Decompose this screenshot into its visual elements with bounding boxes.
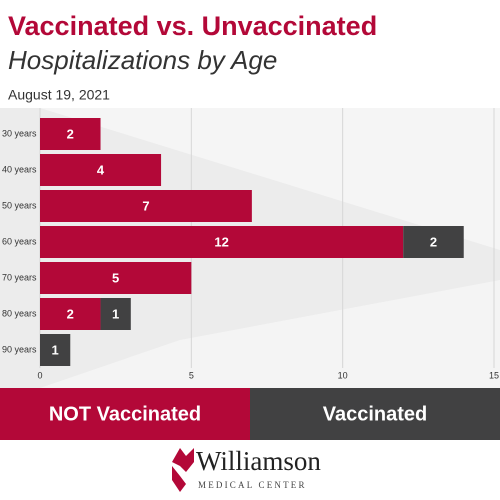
legend-label: NOT Vaccinated [49,403,201,425]
logo-name: Williamson [196,446,321,476]
bar-segment [40,118,101,150]
y-tick-label: 40 years [2,164,37,174]
x-tick-label: 0 [37,370,42,380]
logo: Williamson MEDICAL CENTER [172,446,321,492]
y-tick-label: 50 years [2,200,37,210]
logo-icon [172,466,186,492]
x-tick-label: 10 [338,370,348,380]
bar-label: 7 [142,198,149,213]
bar-label: 12 [214,234,228,249]
x-tick-label: 5 [189,370,194,380]
bar-segment [40,298,101,330]
legend: NOT Vaccinated Vaccinated [0,388,500,440]
bar-label: 2 [67,306,74,321]
bar-label: 1 [112,306,119,321]
logo-tagline: MEDICAL CENTER [198,480,307,490]
legend-swatch [250,388,500,440]
bar-label: 4 [97,162,105,177]
bar-segment [40,190,252,222]
bar-label: 2 [67,126,74,141]
y-tick-label: 30 years [2,128,37,138]
bar-label: 1 [52,342,59,357]
y-tick-label: 70 years [2,272,37,282]
chart-date: August 19, 2021 [8,87,110,103]
chart-title: Vaccinated vs. Unvaccinated [8,11,377,41]
bar-segment [40,154,162,186]
bar-segment [40,334,71,366]
bar-segment [403,226,464,258]
background-shape [40,108,500,250]
logo-icon [172,448,194,472]
legend-label: Vaccinated [323,403,428,425]
bar-label: 2 [430,234,437,249]
y-tick-label: 90 years [2,344,37,354]
chart-subtitle: Hospitalizations by Age [8,45,277,75]
x-tick-label: 15 [489,370,499,380]
y-tick-label: 80 years [2,308,37,318]
background-shape [40,280,500,388]
bar-segment [40,262,192,294]
legend-swatch [0,388,250,440]
bar-segment [40,226,404,258]
bar-segment [100,298,131,330]
y-tick-label: 60 years [2,236,37,246]
bar-label: 5 [112,270,119,285]
